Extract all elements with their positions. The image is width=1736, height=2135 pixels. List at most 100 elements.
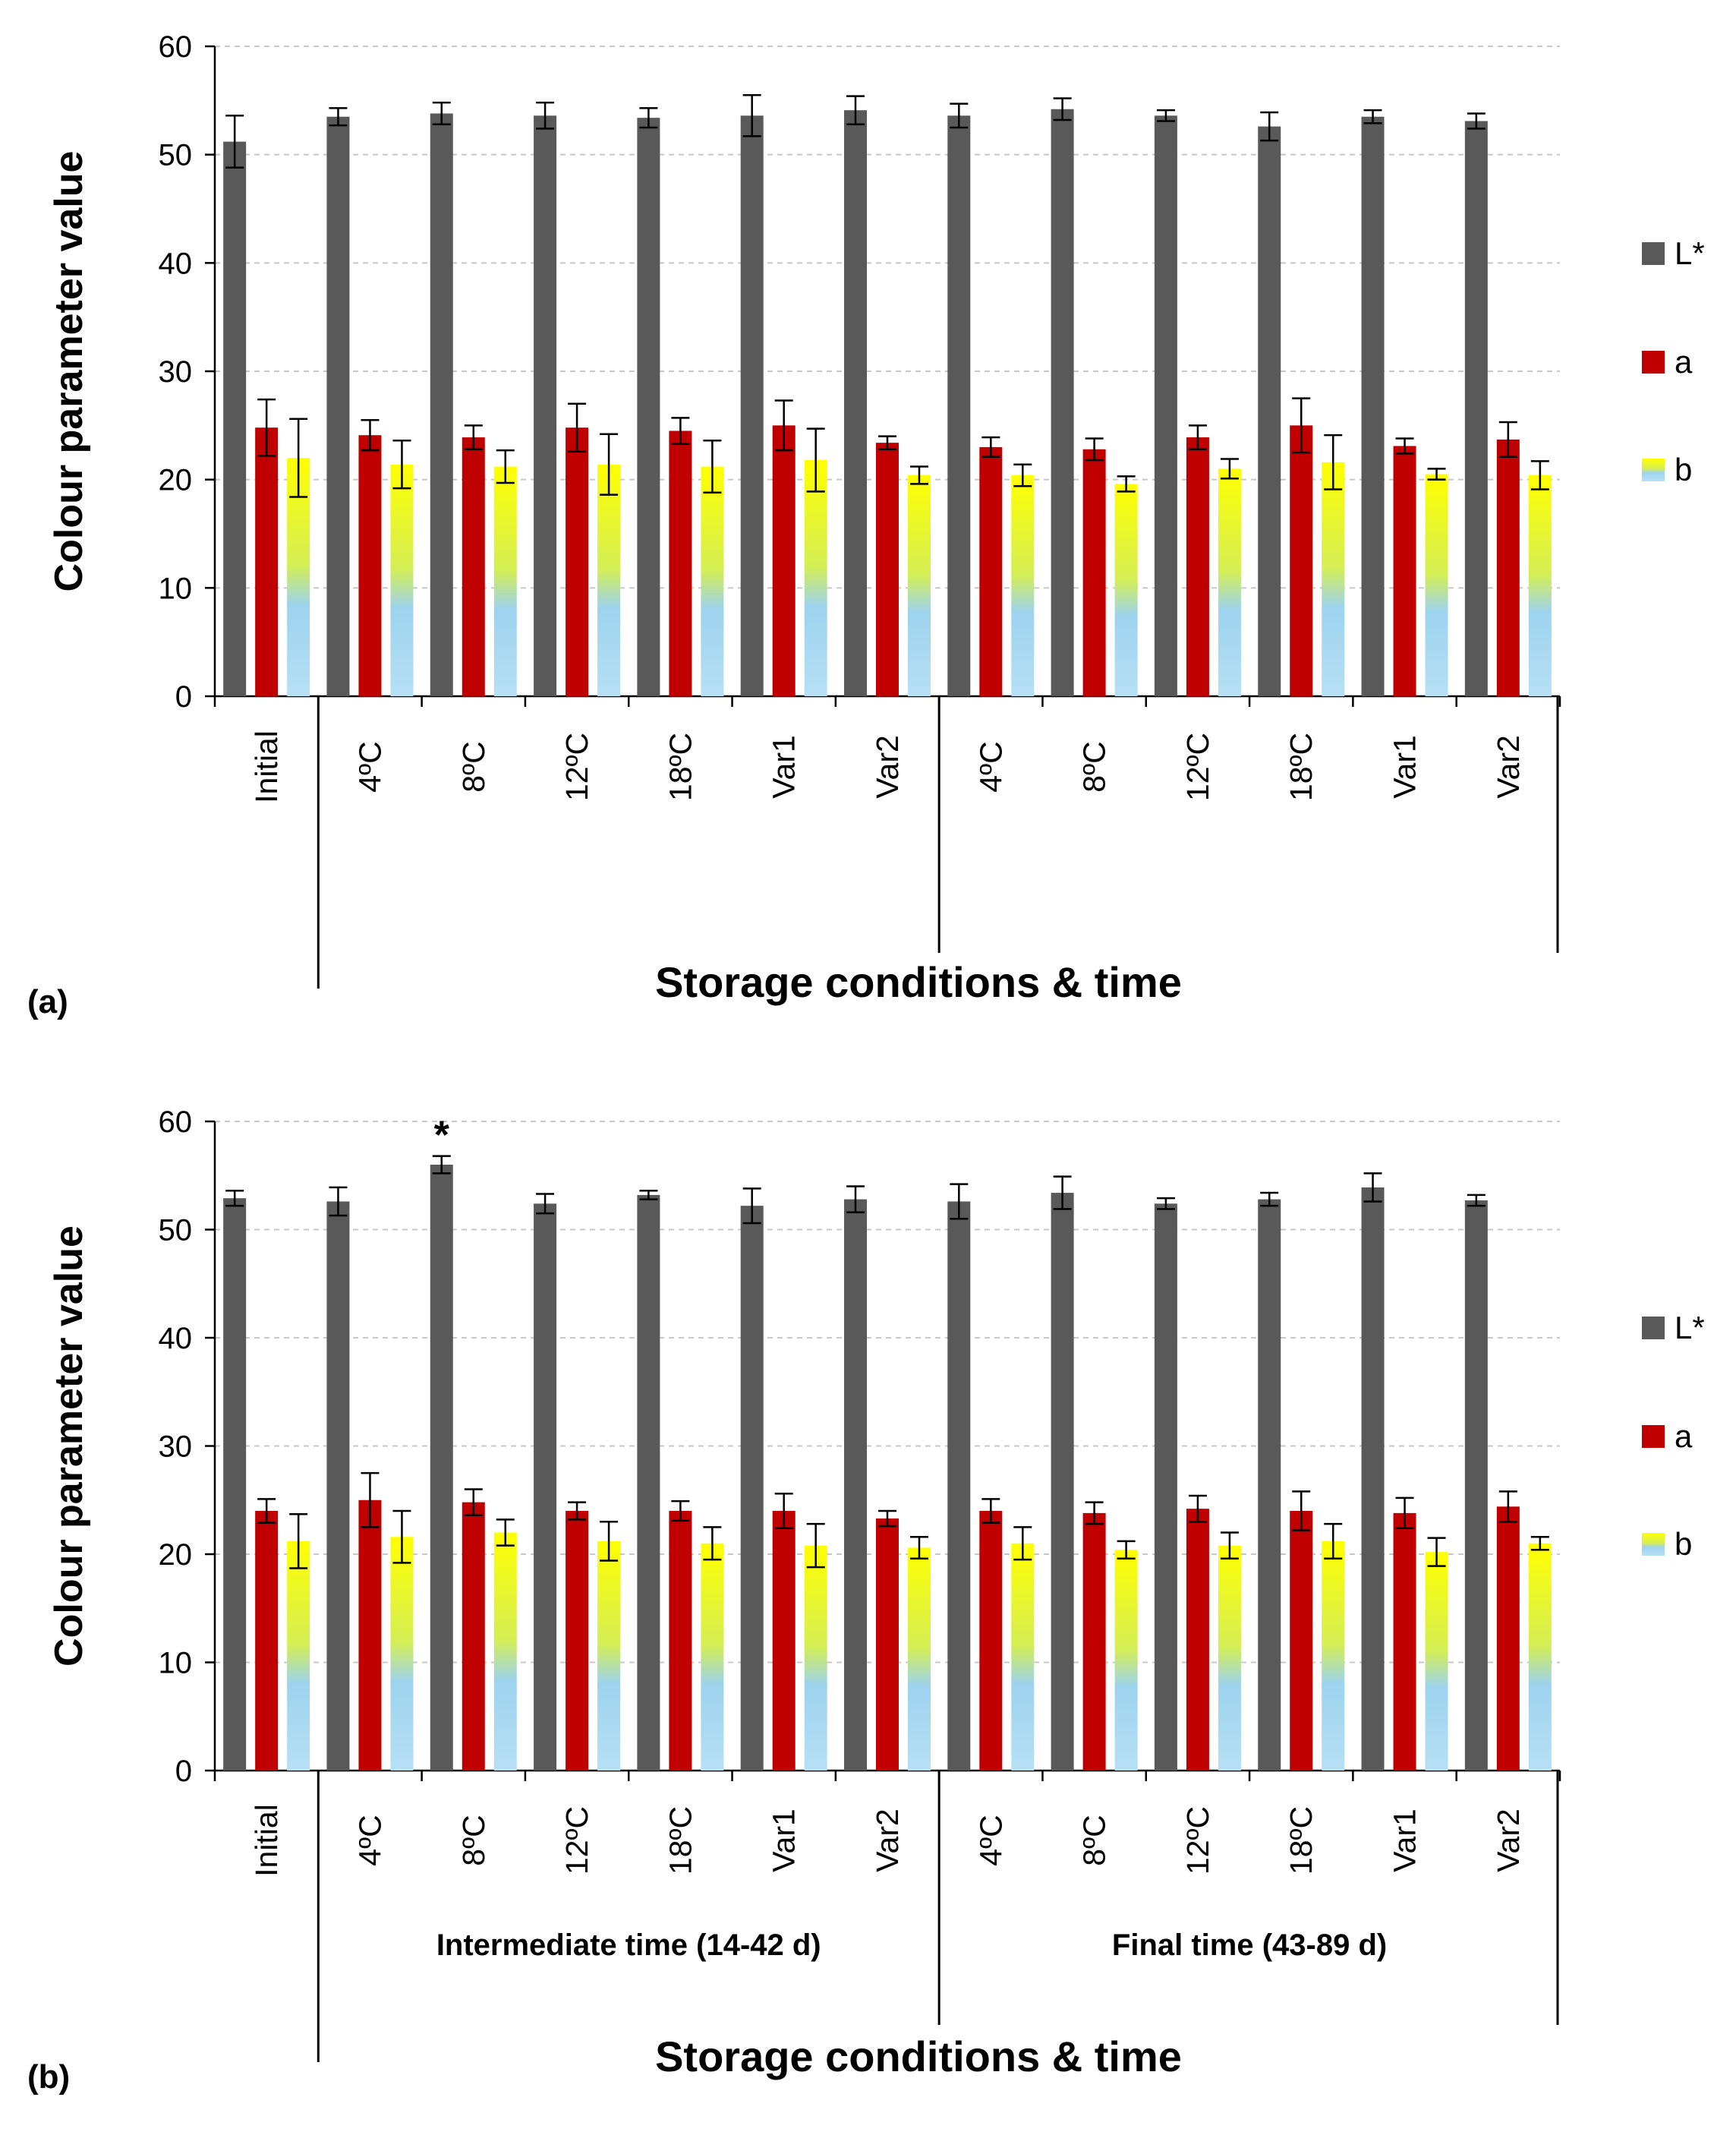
y-tick-label: 0: [175, 680, 192, 714]
category-label: Var1: [767, 1809, 802, 1872]
bar-b: [1425, 474, 1448, 696]
category-label: Var2: [870, 1809, 905, 1872]
category-label: 4ºC: [352, 741, 387, 792]
category-label: 4ºC: [973, 1815, 1008, 1865]
legend-label-a: a: [1675, 1418, 1693, 1454]
x-axis-title: Storage conditions & time: [655, 2033, 1182, 2080]
bar-b: [597, 464, 621, 696]
bar-lstar: [1154, 1203, 1177, 1771]
y-tick-label: 60: [159, 1105, 193, 1139]
bar-b: [493, 466, 517, 696]
bar-lstar: [1361, 1187, 1385, 1771]
bar-a: [1290, 1511, 1313, 1771]
category-label: Var2: [870, 735, 905, 799]
category-label: Var2: [1491, 1809, 1526, 1872]
y-tick-label: 20: [159, 464, 193, 497]
bar-b: [390, 1537, 414, 1771]
panel-b-chart: 0 10 20 30 40 50 60 * Initial 4ºC 8ºC 12ºC 18ºC Var1 V…: [27, 1105, 1705, 2096]
bar-a: [566, 1511, 589, 1771]
category-label: 8ºC: [1077, 1815, 1112, 1865]
category-label: 12ºC: [1180, 733, 1215, 801]
bar-b: [1528, 1543, 1552, 1771]
legend: L* a b: [1642, 1310, 1705, 1562]
y-tick-label: 40: [159, 247, 193, 280]
bar-a: [772, 1511, 796, 1771]
y-tick-label: 60: [159, 30, 193, 64]
bar-a: [1496, 1506, 1520, 1771]
bar-b: [1322, 462, 1345, 696]
bar-a: [979, 446, 1003, 696]
bar-b: [493, 1532, 517, 1771]
bar-lstar: [1258, 1199, 1281, 1771]
bar-a: [1186, 437, 1209, 696]
bar-a: [1082, 1512, 1106, 1771]
bar-lstar: [430, 113, 453, 696]
bar-b: [701, 466, 724, 696]
bar-b: [908, 475, 931, 696]
bar-b: [701, 1543, 724, 1771]
bar-a: [358, 435, 382, 696]
y-tick-label: 10: [159, 1647, 193, 1680]
category-label: 18ºC: [663, 1806, 698, 1875]
bar-lstar: [534, 115, 557, 697]
bar-b: [1218, 468, 1241, 696]
category-label: 8ºC: [456, 1815, 491, 1865]
panel-label: (a): [27, 983, 68, 1020]
bar-lstar: [1154, 115, 1177, 697]
x-axis-title: Storage conditions & time: [655, 958, 1182, 1006]
category-label: 12ºC: [559, 1806, 594, 1875]
legend-swatch-b: [1642, 1533, 1665, 1556]
bar-lstar: [326, 116, 350, 696]
bar-b: [1528, 475, 1552, 696]
y-tick-label: 30: [159, 1430, 193, 1464]
bar-a: [1186, 1509, 1209, 1771]
panel-label: (b): [27, 2058, 70, 2096]
category-label: Var1: [767, 735, 802, 799]
category-label: Var1: [1388, 735, 1423, 799]
bar-a: [876, 1518, 899, 1771]
bar-lstar: [740, 115, 764, 697]
bar-a: [669, 430, 692, 696]
bar-lstar: [637, 1194, 660, 1771]
bar-lstar: [947, 115, 971, 697]
category-label: 4ºC: [973, 741, 1008, 792]
bar-b: [804, 459, 827, 696]
y-axis-title: Colour parameter value: [47, 1225, 91, 1667]
bar-lstar: [844, 1199, 867, 1771]
bar-a: [979, 1511, 1003, 1771]
bar-b: [287, 1541, 310, 1771]
y-tick-label: 0: [175, 1755, 192, 1788]
category-label: 8ºC: [1077, 741, 1112, 792]
bar-lstar: [1051, 109, 1074, 696]
category-label: 4ºC: [352, 1815, 387, 1865]
bar-b: [390, 464, 414, 696]
y-tick-label: 50: [159, 139, 193, 172]
bar-a: [772, 425, 796, 696]
bar-lstar: [326, 1201, 350, 1771]
bar-lstar: [740, 1206, 764, 1771]
legend-label-b: b: [1675, 1526, 1692, 1562]
bar-a: [462, 1502, 485, 1771]
bar-b: [1114, 1550, 1138, 1771]
group-label: Intermediate time (14-42 d): [436, 1928, 821, 1962]
legend-label-lstar: L*: [1675, 235, 1705, 271]
bar-b: [1011, 1543, 1035, 1771]
category-label: Initial: [249, 730, 284, 803]
bar-a: [255, 427, 279, 696]
y-tick-label: 40: [159, 1322, 193, 1355]
bar-lstar: [1051, 1193, 1074, 1771]
bar-lstar: [430, 1165, 453, 1771]
bar-a: [1393, 1512, 1416, 1771]
legend-swatch-b: [1642, 459, 1665, 481]
category-label: Initial: [249, 1804, 284, 1877]
bar-lstar: [223, 141, 247, 697]
bar-lstar: [947, 1201, 971, 1771]
bar-a: [462, 437, 485, 696]
bar-a: [669, 1511, 692, 1771]
bar-a: [876, 443, 899, 696]
legend-label-a: a: [1675, 344, 1693, 380]
bar-a: [1393, 446, 1416, 696]
bar-a: [1496, 439, 1520, 696]
bar-b: [1425, 1552, 1448, 1771]
bar-a: [1082, 449, 1106, 696]
